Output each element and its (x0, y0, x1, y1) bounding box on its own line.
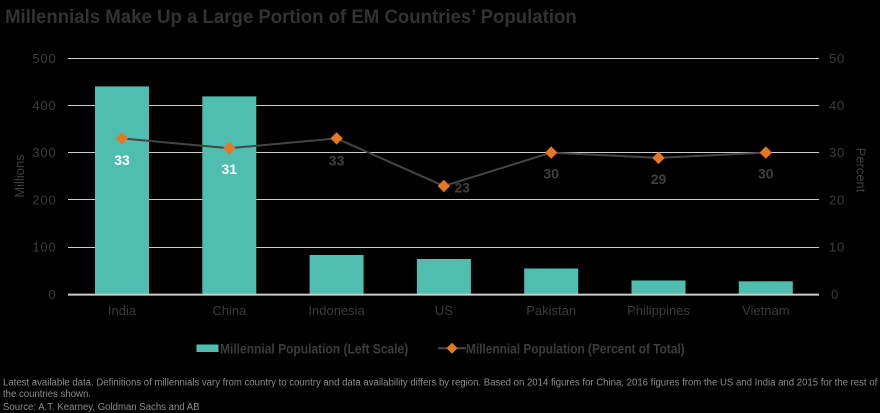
svg-text:23: 23 (455, 179, 471, 195)
svg-text:0: 0 (48, 287, 56, 302)
svg-text:India: India (108, 303, 137, 318)
svg-text:200: 200 (32, 192, 56, 207)
svg-text:29: 29 (651, 171, 667, 187)
svg-text:30: 30 (543, 166, 559, 182)
svg-text:500: 500 (32, 51, 56, 66)
svg-text:Pakistan: Pakistan (526, 303, 576, 318)
svg-text:Source: A.T. Kearney, Goldman: Source: A.T. Kearney, Goldman Sachs and … (3, 402, 200, 413)
svg-text:20: 20 (829, 192, 845, 207)
svg-text:Percent: Percent (854, 148, 869, 193)
svg-text:Millennial Population (Percent: Millennial Population (Percent of Total) (466, 341, 685, 357)
svg-text:33: 33 (329, 153, 345, 169)
svg-text:China: China (212, 303, 247, 318)
svg-text:the countries shown.: the countries shown. (3, 389, 91, 400)
svg-text:30: 30 (758, 166, 774, 182)
svg-text:Vietnam: Vietnam (742, 303, 789, 318)
svg-text:Millennials Make Up a Large Po: Millennials Make Up a Large Portion of E… (5, 6, 577, 28)
svg-text:Latest available data. Definit: Latest available data. Definitions of mi… (3, 378, 878, 389)
svg-text:Millions: Millions (12, 154, 27, 198)
svg-text:Millennial Population (Left Sc: Millennial Population (Left Scale) (220, 341, 408, 357)
svg-text:300: 300 (32, 145, 56, 160)
svg-text:100: 100 (32, 240, 56, 255)
svg-text:30: 30 (829, 145, 845, 160)
svg-text:US: US (435, 303, 453, 318)
svg-text:Philippines: Philippines (627, 303, 690, 318)
svg-text:31: 31 (222, 161, 238, 177)
svg-text:Indonesia: Indonesia (308, 303, 365, 318)
svg-text:40: 40 (829, 98, 845, 113)
svg-text:33: 33 (114, 152, 130, 168)
svg-text:10: 10 (829, 240, 845, 255)
svg-text:0: 0 (831, 287, 839, 302)
svg-text:50: 50 (829, 51, 845, 66)
svg-text:400: 400 (32, 98, 56, 113)
